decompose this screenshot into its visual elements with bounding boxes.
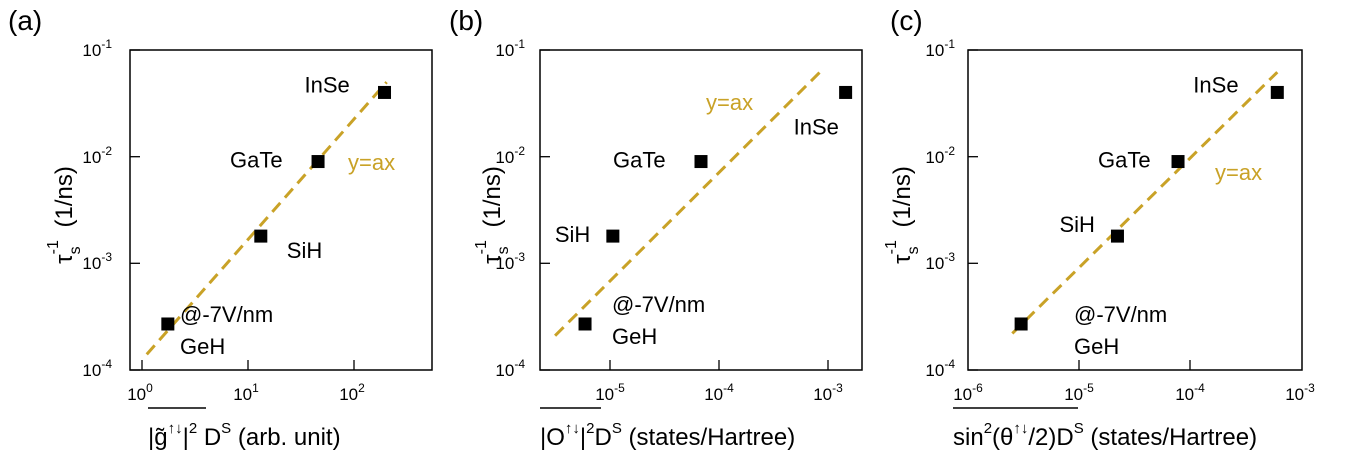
data-point-geh <box>578 317 592 331</box>
fit-line <box>554 71 821 337</box>
panel-b-plot: y=ax GeH SiH GaTe InSe <box>554 71 853 349</box>
xtick-label: 10-5 <box>1064 381 1094 404</box>
data-point-sih <box>606 229 620 243</box>
point-label-gate: GaTe <box>1098 148 1151 173</box>
panel-a: (a) τs-1 (1/ns) 10-1 10-2 10-3 10-4 100 … <box>8 5 433 451</box>
panel-b-xtick-labels: 10-5 10-4 10-3 <box>595 381 843 404</box>
point-label-geh: GeH <box>1074 334 1119 359</box>
data-point-inse <box>1270 85 1284 99</box>
panel-a-xlabel: |g̃↑↓|2 DS (arb. unit) <box>148 420 341 451</box>
panel-c-label: (c) <box>890 5 923 36</box>
panel-c-ticks <box>968 49 1191 371</box>
ytick-label: 10-3 <box>82 250 112 273</box>
data-point-geh <box>161 317 175 331</box>
point-label-gate: GaTe <box>613 148 666 173</box>
fit-label: y=ax <box>348 150 395 175</box>
xtick-label: 10-5 <box>595 381 625 404</box>
panel-a-plot: y=ax GeH SiH GaTe InSe <box>145 72 395 359</box>
panel-c-axis-frame <box>967 49 1303 371</box>
ytick-label: 10-1 <box>925 37 955 60</box>
ytick-label: 10-2 <box>82 144 112 167</box>
point-label-sih: SiH <box>1059 212 1094 237</box>
xtick-label: 10-3 <box>813 381 843 404</box>
panel-a-ytick-labels: 10-1 10-2 10-3 10-4 <box>82 37 112 380</box>
panel-c-xtick-labels: 10-6 10-5 10-4 10-3 <box>953 381 1315 404</box>
data-point-gate <box>694 155 708 169</box>
data-point-gate <box>311 155 325 169</box>
fit-label: y=ax <box>706 90 753 115</box>
xtick-label: 10-4 <box>704 381 734 404</box>
ytick-label: 10-1 <box>82 37 112 60</box>
panel-b-annotation: @-7V/nm <box>612 292 705 317</box>
panel-c-ylabel: τs-1 (1/ns) <box>883 166 922 264</box>
point-label-gate: GaTe <box>230 148 283 173</box>
data-point-inse <box>378 85 392 99</box>
xtick-label: 10-3 <box>1285 381 1315 404</box>
ytick-label: 10-3 <box>495 250 525 273</box>
panel-b-ticks <box>540 49 829 371</box>
panel-a-ylabel: τs-1 (1/ns) <box>45 166 84 264</box>
ytick-label: 10-4 <box>495 357 525 380</box>
data-point-sih <box>1110 229 1124 243</box>
xtick-label: 10-4 <box>1175 381 1205 404</box>
panel-c-plot: y=ax GeH SiH GaTe InSe <box>1011 71 1284 359</box>
panel-c-xlabel: sin2(θ↑↓/2)DS (states/Hartree) <box>953 420 1257 451</box>
ytick-label: 10-1 <box>495 37 525 60</box>
panel-c-ytick-labels: 10-1 10-2 10-3 10-4 <box>925 37 955 380</box>
data-point-sih <box>254 229 268 243</box>
ytick-label: 10-2 <box>495 144 525 167</box>
point-label-inse: InSe <box>1193 72 1238 97</box>
panel-b-ylabel: τs-1 (1/ns) <box>473 166 512 264</box>
ytick-label: 10-3 <box>925 250 955 273</box>
panel-b: (b) τs-1 (1/ns) 10-1 10-2 10-3 10-4 10-5… <box>449 5 863 451</box>
panel-a-annotation: @-7V/nm <box>180 302 273 327</box>
xtick-label: 102 <box>339 381 365 404</box>
data-point-inse <box>839 85 853 99</box>
panel-c-annotation: @-7V/nm <box>1074 302 1167 327</box>
panel-b-label: (b) <box>449 5 483 36</box>
data-point-gate <box>1171 155 1185 169</box>
xtick-label: 101 <box>233 381 259 404</box>
point-label-inse: InSe <box>794 114 839 139</box>
point-label-sih: SiH <box>287 238 322 263</box>
ytick-label: 10-4 <box>82 357 112 380</box>
panel-a-ticks <box>130 49 355 371</box>
data-point-geh <box>1014 317 1028 331</box>
fit-line <box>1011 71 1279 335</box>
panel-b-axis-frame <box>539 49 863 371</box>
ytick-label: 10-4 <box>925 357 955 380</box>
point-label-inse: InSe <box>305 72 350 97</box>
ytick-label: 10-2 <box>925 144 955 167</box>
xtick-label: 10-6 <box>953 381 983 404</box>
xtick-label: 100 <box>127 381 153 404</box>
panel-a-xtick-labels: 100 101 102 <box>127 381 365 404</box>
panel-a-label: (a) <box>8 5 42 36</box>
panel-a-axis-frame <box>129 49 433 371</box>
fit-line <box>145 81 388 356</box>
panel-c: (c) τs-1 (1/ns) 10-1 10-2 10-3 10-4 10-6… <box>883 5 1315 451</box>
fit-label: y=ax <box>1215 160 1262 185</box>
point-label-sih: SiH <box>555 222 590 247</box>
point-label-geh: GeH <box>180 334 225 359</box>
panel-b-xlabel: |O↑↓|2DS (states/Hartree) <box>540 420 795 451</box>
point-label-geh: GeH <box>612 324 657 349</box>
